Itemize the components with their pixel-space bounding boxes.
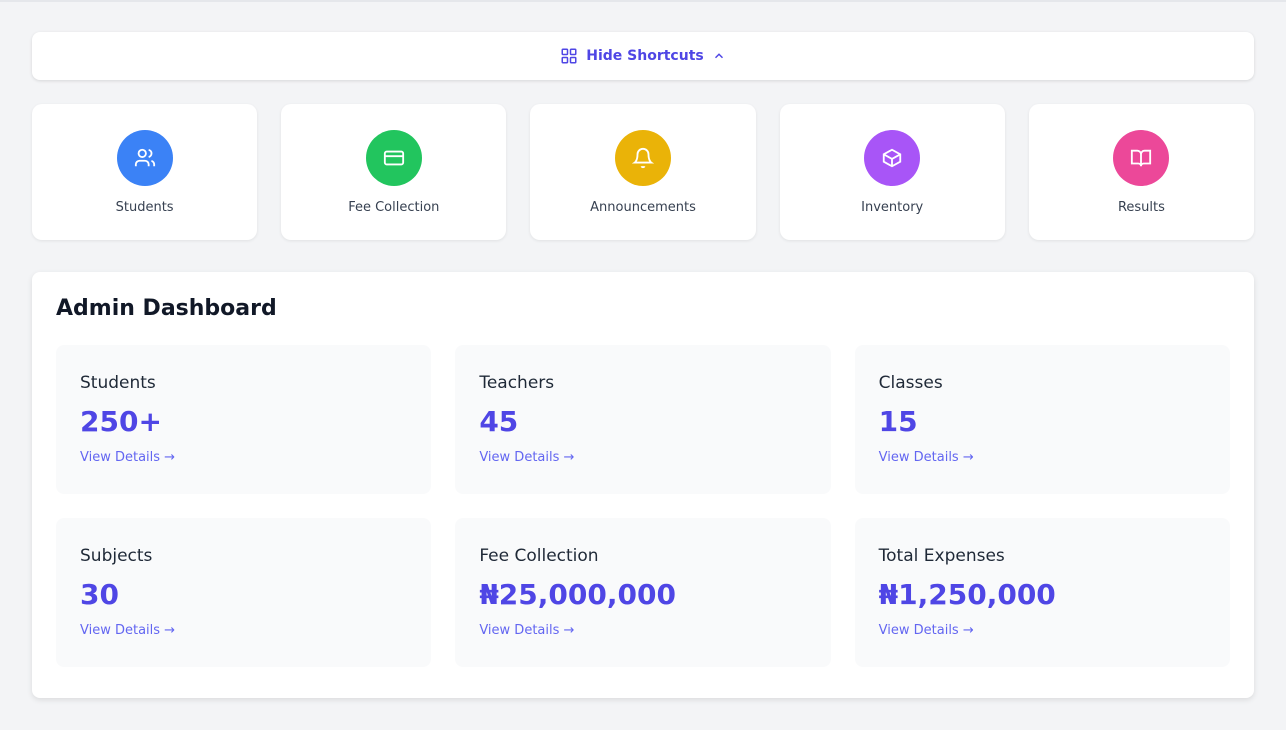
admin-dashboard-panel: Admin Dashboard Students 250+ View Details… — [32, 272, 1254, 698]
grid-icon — [561, 48, 577, 64]
view-details-link[interactable]: View Details → — [80, 623, 176, 638]
stat-card-classes: Classes 15 View Details → — [854, 345, 1230, 494]
shortcut-label: Inventory — [861, 199, 924, 215]
view-details-link[interactable]: View Details → — [80, 450, 176, 465]
shortcut-inventory[interactable]: Inventory — [779, 104, 1005, 240]
stat-value: ₦25,000,000 — [479, 578, 676, 611]
stat-title: Total Expenses — [878, 546, 1005, 566]
stat-card-students: Students 250+ View Details → — [56, 345, 432, 494]
shortcut-students[interactable]: Students — [32, 104, 258, 240]
credit-card-icon — [383, 150, 404, 165]
stat-card-total-expenses: Total Expenses ₦1,250,000 View Details → — [854, 518, 1230, 667]
stat-value: 45 — [479, 405, 519, 438]
stat-card-fee-collection: Fee Collection ₦25,000,000 View Details → — [455, 518, 831, 667]
stat-card-teachers: Teachers 45 View Details → — [455, 345, 831, 494]
shortcut-announcements[interactable]: Announcements — [530, 104, 756, 240]
stat-value: 30 — [80, 578, 119, 611]
shortcut-label: Announcements — [590, 199, 696, 215]
stat-title: Fee Collection — [479, 546, 599, 566]
stat-title: Students — [80, 373, 156, 393]
shortcut-label: Fee Collection — [348, 199, 440, 215]
stat-title: Classes — [878, 373, 943, 393]
page-title: Admin Dashboard — [56, 296, 277, 321]
book-open-icon — [1131, 149, 1152, 166]
view-details-link[interactable]: View Details → — [878, 623, 974, 638]
shortcut-label: Students — [115, 199, 174, 215]
users-icon — [134, 148, 155, 166]
shortcut-fee-collection[interactable]: Fee Collection — [281, 104, 507, 240]
shortcuts-row: Students Fee Collection Announcements In… — [32, 104, 1255, 240]
stat-value: ₦1,250,000 — [878, 578, 1056, 611]
view-details-link[interactable]: View Details → — [878, 450, 974, 465]
stat-title: Subjects — [80, 546, 153, 566]
stat-value: 250+ — [80, 405, 162, 438]
hide-shortcuts-label: Hide Shortcuts — [586, 48, 704, 64]
view-details-link[interactable]: View Details → — [479, 623, 575, 638]
view-details-link[interactable]: View Details → — [479, 450, 575, 465]
stat-title: Teachers — [479, 373, 555, 393]
hide-shortcuts-button[interactable]: Hide Shortcuts — [32, 32, 1254, 80]
chevron-up-icon — [714, 53, 723, 59]
shortcut-results[interactable]: Results — [1028, 104, 1255, 240]
box-icon — [883, 148, 902, 167]
stat-card-subjects: Subjects 30 View Details → — [56, 518, 432, 667]
stat-value: 15 — [878, 405, 918, 438]
shortcut-label: Results — [1117, 199, 1165, 215]
bell-icon — [632, 147, 654, 168]
